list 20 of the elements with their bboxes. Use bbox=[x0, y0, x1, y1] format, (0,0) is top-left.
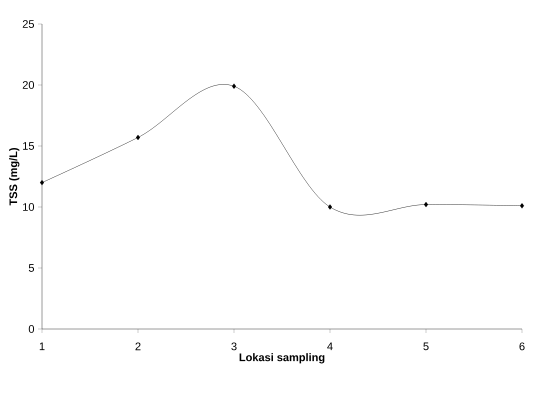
x-axis-title: Lokasi sampling bbox=[240, 353, 324, 364]
y-tick-label: 25 bbox=[22, 20, 34, 28]
y-tick-label: 10 bbox=[23, 203, 34, 211]
x-tick-label: 1 bbox=[40, 342, 45, 350]
point bbox=[424, 202, 428, 208]
point bbox=[520, 203, 524, 208]
x-tick-label: 2 bbox=[135, 342, 141, 350]
y-tick-label: 15 bbox=[23, 142, 34, 150]
point bbox=[136, 134, 140, 140]
y-tick-label: 20 bbox=[22, 81, 34, 89]
x-tick-label: 6 bbox=[520, 342, 525, 350]
x-tick-label: 5 bbox=[423, 342, 429, 350]
point bbox=[40, 180, 44, 186]
y-tick-label: 0 bbox=[28, 325, 34, 333]
y-tick-label: 5 bbox=[28, 264, 34, 272]
point bbox=[328, 204, 332, 210]
x-tick-label: 4 bbox=[327, 342, 333, 350]
y-axis-title: TSS (mg/L) bbox=[9, 148, 20, 206]
x-tick-label: 3 bbox=[231, 342, 237, 350]
point bbox=[232, 84, 236, 89]
